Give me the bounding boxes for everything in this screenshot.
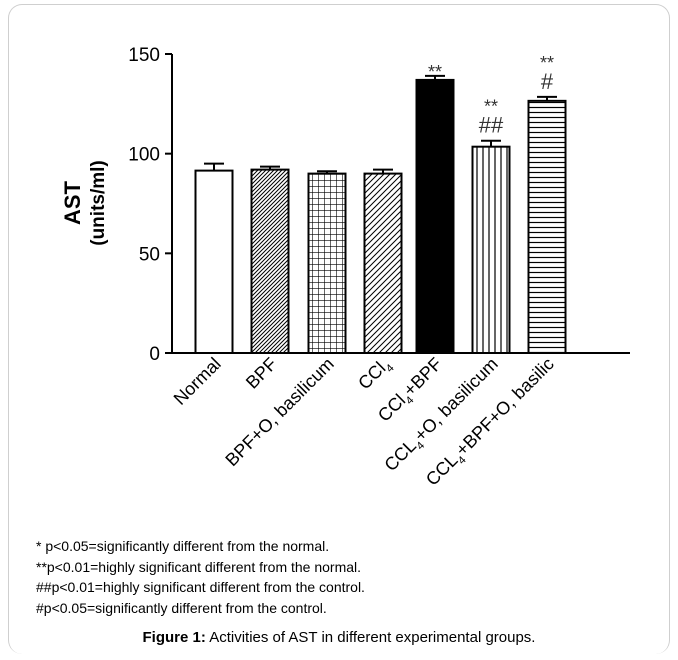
bar (363, 172, 403, 354)
bar (527, 99, 567, 354)
footnote: #p<0.05=significantly different from the… (36, 599, 327, 616)
x-tick-label: BPF (242, 354, 281, 393)
footnote: * p<0.05=significantly different from th… (36, 538, 330, 554)
bar (471, 145, 511, 354)
figure-frame (8, 4, 670, 654)
bar (194, 169, 234, 354)
footnotes: * p<0.05=significantly different from th… (36, 536, 365, 618)
significance-mark: ** (540, 53, 554, 73)
y-tick-label: 150 (128, 45, 160, 66)
y-tick-label: 100 (128, 145, 160, 166)
bar (415, 78, 455, 354)
significance-mark: ## (479, 113, 504, 138)
x-tick-label: Normal (170, 354, 225, 409)
y-axis-title: AST (60, 180, 85, 225)
x-tick-label: BPF+O, basilicum (221, 354, 337, 470)
bar (250, 168, 290, 354)
caption-label: Figure 1: (142, 629, 206, 646)
figure-caption: Figure 1: Activities of AST in different… (0, 629, 678, 646)
significance-mark: # (541, 69, 554, 94)
significance-mark: ** (484, 97, 498, 117)
bar (307, 172, 347, 354)
y-tick-label: 50 (139, 244, 160, 265)
footnote: **p<0.01=highly significant different fr… (36, 558, 362, 575)
significance-mark: ** (428, 62, 442, 82)
footnote: ##p<0.01=highly significant different fr… (36, 579, 365, 595)
caption-text: Activities of AST in different experimen… (205, 629, 536, 646)
x-tick-label: CCl4 (354, 354, 397, 397)
y-tick-label: 0 (149, 344, 160, 365)
y-axis-unit: (units/ml) (88, 160, 109, 246)
